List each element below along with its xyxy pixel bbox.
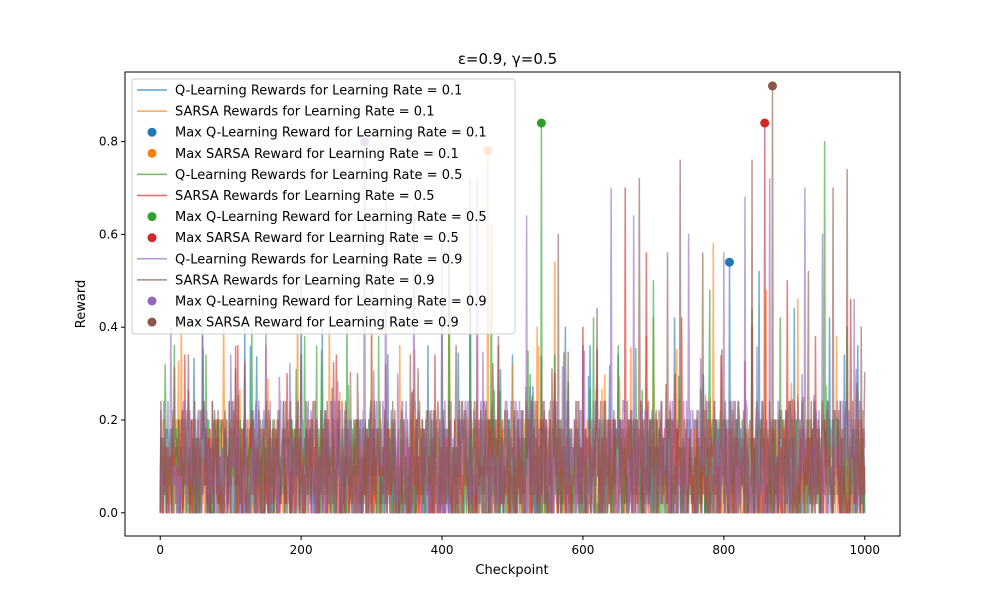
x-axis-label: Checkpoint <box>475 563 548 578</box>
legend-entry-label: Max Q-Learning Reward for Learning Rate … <box>175 210 487 225</box>
y-axis-label: Reward <box>74 280 89 328</box>
legend-dot-swatch <box>147 317 157 327</box>
x-tick-label: 0 <box>156 543 164 557</box>
x-tick-label: 400 <box>431 543 454 557</box>
plot-frame <box>124 71 901 537</box>
chart-title: ε=0.9, γ=0.5 <box>458 50 557 68</box>
legend-entry-label: SARSA Rewards for Learning Rate = 0.1 <box>175 105 434 120</box>
x-tick-label: 1000 <box>849 543 880 557</box>
legend-dot-swatch <box>147 127 157 137</box>
legend-entry-label: SARSA Rewards for Learning Rate = 0.5 <box>175 189 434 204</box>
max-reward-point <box>760 118 770 128</box>
legend-entry-label: Q-Learning Rewards for Learning Rate = 0… <box>175 252 462 267</box>
y-axis-ticks: 0.0 0.2 0.4 0.6 0.8 <box>99 135 125 520</box>
x-tick-label: 800 <box>712 543 735 557</box>
legend-entry-label: Q-Learning Rewards for Learning Rate = 0… <box>175 168 462 183</box>
legend-entry-label: Max SARSA Reward for Learning Rate = 0.9 <box>175 316 459 331</box>
x-axis-ticks: 0 200 400 600 800 1000 <box>156 536 880 557</box>
legend-entry-label: Max SARSA Reward for Learning Rate = 0.1 <box>175 147 459 162</box>
x-tick-label: 200 <box>290 543 313 557</box>
y-tick-label: 0.8 <box>99 135 118 149</box>
legend-entry-label: Max Q-Learning Reward for Learning Rate … <box>175 295 487 310</box>
legend-entry-label: Q-Learning Rewards for Learning Rate = 0… <box>175 84 462 99</box>
max-reward-point <box>536 118 546 128</box>
x-tick-label: 600 <box>572 543 595 557</box>
legend: Q-Learning Rewards for Learning Rate = 0… <box>131 78 516 335</box>
legend-entry-label: Max SARSA Reward for Learning Rate = 0.5 <box>175 231 459 246</box>
legend-entry-label: Max Q-Learning Reward for Learning Rate … <box>175 126 487 141</box>
max-reward-point <box>767 81 777 91</box>
legend-dot-swatch <box>147 148 157 158</box>
legend-entry-label: SARSA Rewards for Learning Rate = 0.9 <box>175 273 434 288</box>
series-layer <box>159 85 866 514</box>
max-reward-point <box>725 257 734 267</box>
legend-dot-swatch <box>147 212 157 222</box>
y-tick-label: 0.0 <box>99 506 118 520</box>
legend-dot-swatch <box>147 233 157 243</box>
legend-box <box>131 78 516 335</box>
series-line <box>159 85 866 514</box>
y-tick-label: 0.4 <box>99 320 118 334</box>
legend-dot-swatch <box>147 296 157 306</box>
y-tick-label: 0.2 <box>99 413 118 427</box>
y-tick-label: 0.6 <box>99 227 118 241</box>
